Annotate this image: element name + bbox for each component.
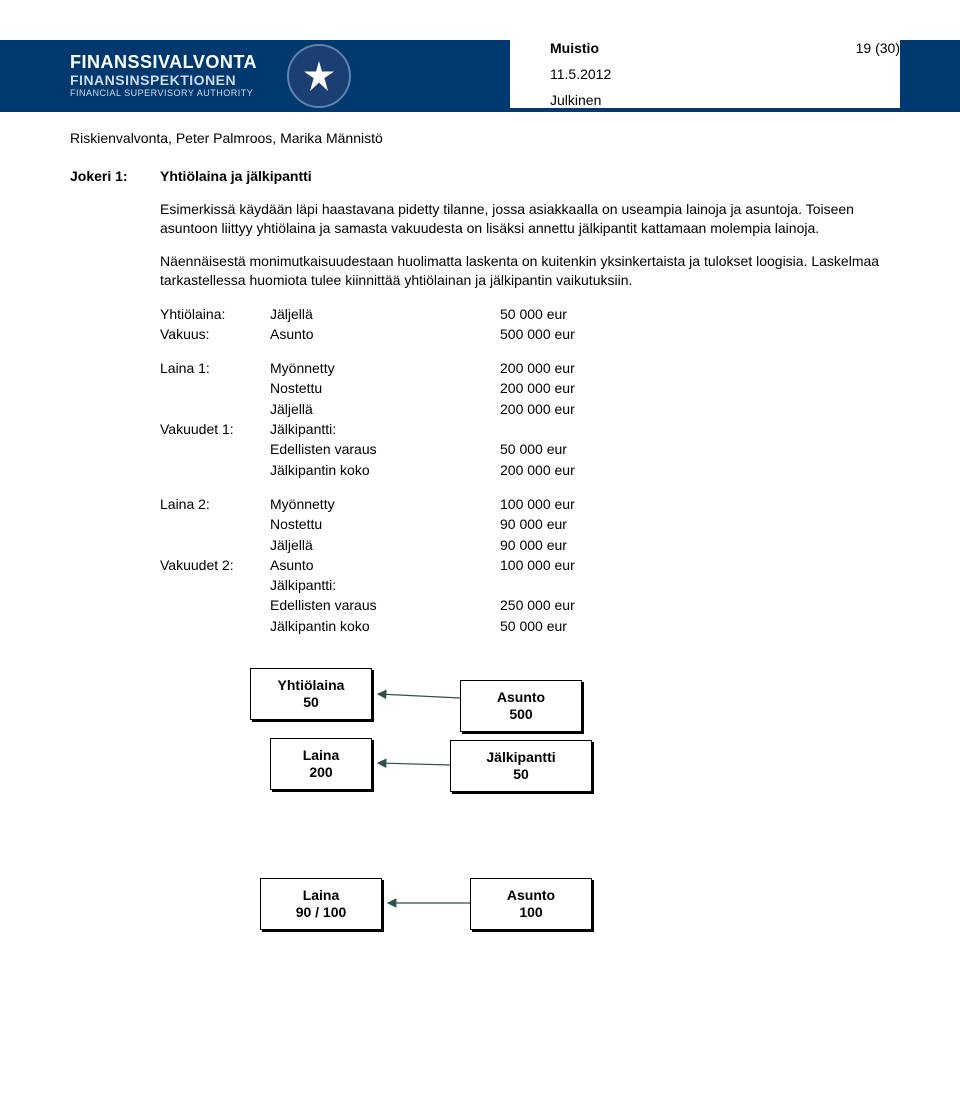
org-logo-text: FINANSSIVALVONTA FINANSINSPEKTIONEN FINA… — [70, 53, 257, 98]
section-title: Yhtiölaina ja jälkipantti — [160, 168, 312, 184]
section-heading: Jokeri 1: Yhtiölaina ja jälkipantti — [70, 168, 890, 184]
kv-val: 90 000 eur — [500, 514, 567, 534]
kv-attr: Jäljellä — [270, 399, 500, 419]
logo-line3: FINANCIAL SUPERVISORY AUTHORITY — [70, 89, 257, 99]
kv-attr: Edellisten varaus — [270, 439, 500, 459]
byline: Riskienvalvonta, Peter Palmroos, Marika … — [70, 130, 890, 146]
kv-attr: Jäljellä — [270, 304, 500, 324]
kv-val: 90 000 eur — [500, 535, 567, 555]
logo-line1: FINANSSIVALVONTA — [70, 53, 257, 73]
paragraph-2: Näennäisestä monimutkaisuudestaan huolim… — [160, 252, 890, 290]
section-label: Jokeri 1: — [70, 168, 160, 184]
node-asunto100: Asunto 100 — [470, 878, 592, 930]
node-line1: Jälkipantti — [486, 749, 555, 767]
node-line2: 100 — [519, 904, 542, 922]
kv-attr: Myönnetty — [270, 358, 500, 378]
doc-type: Muistio — [550, 40, 599, 56]
kv-val: 200 000 eur — [500, 460, 575, 480]
kv-val: 200 000 eur — [500, 378, 575, 398]
kv-val: 200 000 eur — [500, 358, 575, 378]
kv-attr: Jäljellä — [270, 535, 500, 555]
kv-attr: Asunto — [270, 324, 500, 344]
node-jalkipantti50: Jälkipantti 50 — [450, 740, 592, 792]
doc-visibility: Julkinen — [550, 92, 900, 108]
kv-val: 500 000 eur — [500, 324, 575, 344]
kv-key: Vakuus: — [160, 324, 270, 344]
node-yhtiolaina: Yhtiölaina 50 — [250, 668, 372, 720]
node-line1: Laina — [303, 747, 340, 765]
kv-attr: Jälkipantti: — [270, 575, 500, 595]
kv-val: 100 000 eur — [500, 555, 575, 575]
kv-val: 100 000 eur — [500, 494, 575, 514]
kv-key: Laina 1: — [160, 358, 270, 378]
node-line2: 50 — [303, 694, 319, 712]
kv-attr: Nostettu — [270, 378, 500, 398]
node-line1: Asunto — [497, 689, 545, 707]
kv-val: 250 000 eur — [500, 595, 575, 615]
page-number: 19 (30) — [856, 40, 900, 56]
logo-line2: FINANSINSPEKTIONEN — [70, 73, 257, 88]
node-line1: Yhtiölaina — [278, 677, 345, 695]
kv-val: 200 000 eur — [500, 399, 575, 419]
crest-icon — [287, 44, 351, 108]
node-line2: 50 — [513, 766, 529, 784]
kv-key: Yhtiölaina: — [160, 304, 270, 324]
kv-attr: Nostettu — [270, 514, 500, 534]
node-line1: Asunto — [507, 887, 555, 905]
node-line1: Laina — [303, 887, 340, 905]
kv-key: Laina 2: — [160, 494, 270, 514]
node-line2: 90 / 100 — [296, 904, 347, 922]
paragraph-1: Esimerkissä käydään läpi haastavana pide… — [160, 200, 890, 238]
facts-block: Yhtiölaina:Jäljellä50 000 eur Vakuus:Asu… — [160, 304, 890, 636]
kv-attr: Myönnetty — [270, 494, 500, 514]
doc-date: 11.5.2012 — [550, 66, 900, 82]
kv-attr: Jälkipantti: — [270, 419, 500, 439]
diagram: Yhtiölaina 50 Laina 200 Asunto 500 Jälki… — [220, 668, 890, 968]
kv-key: Vakuudet 1: — [160, 419, 270, 439]
kv-val: 50 000 eur — [500, 304, 567, 324]
node-asunto500: Asunto 500 — [460, 680, 582, 732]
kv-attr: Jälkipantin koko — [270, 616, 500, 636]
doc-meta: Muistio 19 (30) 11.5.2012 Julkinen — [510, 36, 900, 108]
kv-key: Vakuudet 2: — [160, 555, 270, 575]
kv-val: 50 000 eur — [500, 616, 567, 636]
node-laina90: Laina 90 / 100 — [260, 878, 382, 930]
kv-attr: Edellisten varaus — [270, 595, 500, 615]
kv-val: 50 000 eur — [500, 439, 567, 459]
kv-attr: Jälkipantin koko — [270, 460, 500, 480]
node-line2: 200 — [309, 764, 332, 782]
node-line2: 500 — [509, 706, 532, 724]
node-laina200: Laina 200 — [270, 738, 372, 790]
kv-attr: Asunto — [270, 555, 500, 575]
header-band: FINANSSIVALVONTA FINANSINSPEKTIONEN FINA… — [0, 40, 960, 112]
